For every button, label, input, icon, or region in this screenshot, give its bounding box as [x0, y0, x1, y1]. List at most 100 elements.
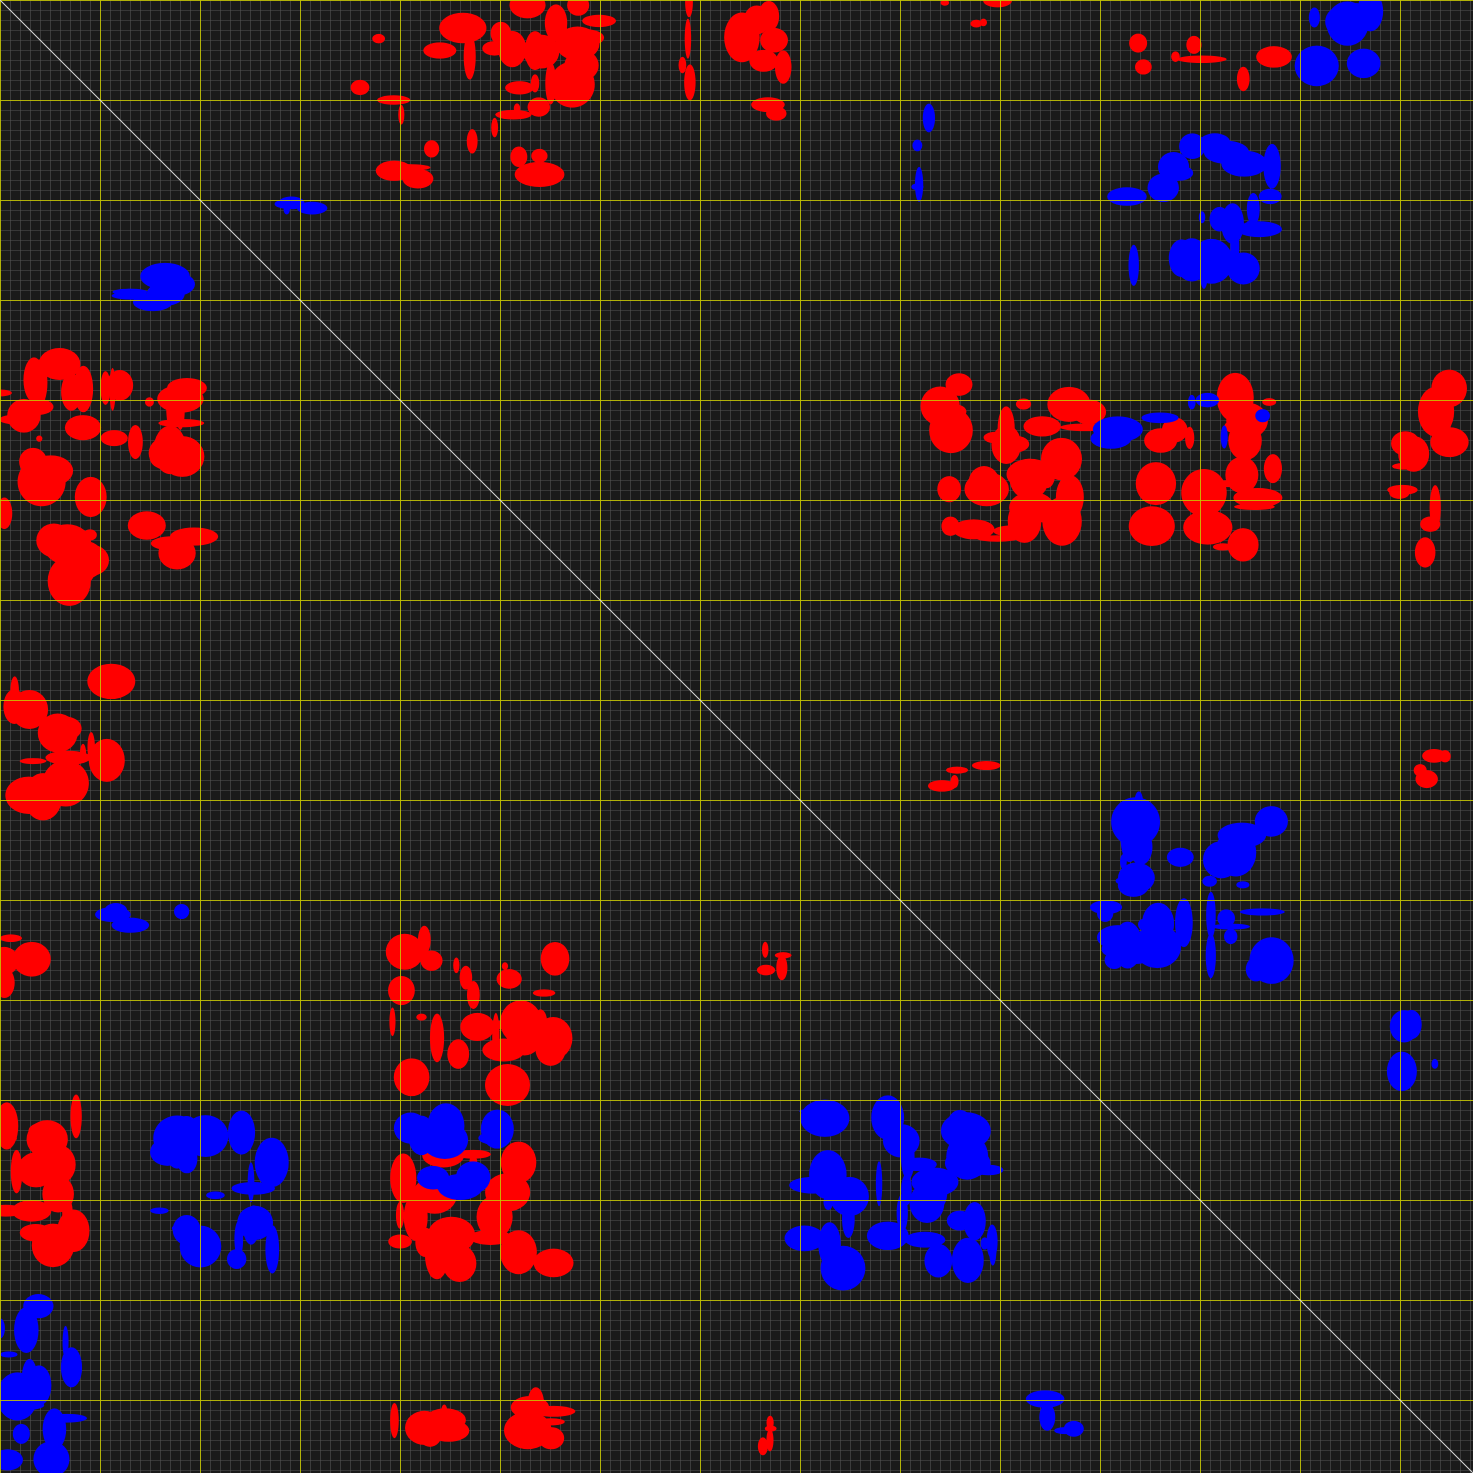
signal-blob [1185, 426, 1195, 449]
signal-blob [447, 1039, 470, 1069]
signal-blob [1391, 431, 1420, 456]
signal-blob [88, 738, 125, 782]
signal-blob [1239, 908, 1285, 916]
signal-blob [296, 201, 328, 215]
signal-blob [227, 1110, 256, 1155]
signal-blob [31, 1223, 75, 1268]
signal-blob [264, 1156, 271, 1184]
signal-blob [941, 516, 960, 536]
signal-blob [784, 1225, 825, 1252]
signal-blob [1142, 902, 1175, 945]
signal-blob [1263, 143, 1281, 189]
signal-blob [417, 1418, 443, 1447]
signal-blob [283, 203, 290, 215]
signal-blob [127, 511, 166, 540]
signal-blob [74, 476, 107, 518]
signal-blob [460, 1012, 495, 1042]
signal-blob [226, 1249, 247, 1269]
signal-blob [128, 424, 143, 460]
signal-blob [937, 476, 962, 503]
signal-blob [875, 1161, 883, 1207]
signal-blob [453, 957, 460, 974]
signal-blob [566, 29, 605, 47]
signal-blob [501, 962, 509, 971]
signal-blob [1061, 506, 1077, 537]
signal-blob [514, 161, 565, 187]
signal-blob [1392, 463, 1415, 470]
signal-blob [1166, 847, 1194, 867]
signal-blob [469, 1229, 512, 1245]
signal-blob [911, 183, 924, 191]
signal-blob [963, 1202, 986, 1241]
signal-blob [509, 0, 546, 19]
signal-blob [1431, 1058, 1439, 1069]
signal-blob [527, 97, 551, 117]
signal-blob [1144, 428, 1178, 453]
signal-blob [1175, 898, 1193, 948]
signal-blob [1228, 421, 1262, 461]
signal-blob [1123, 817, 1148, 861]
signal-blob [1135, 59, 1152, 75]
signal-blob [87, 663, 136, 700]
signal-blob [774, 50, 792, 84]
signal-blob [42, 1175, 74, 1213]
signal-blob [12, 1423, 30, 1444]
signal-blob [1179, 133, 1206, 159]
signal-blob [87, 732, 95, 763]
signal-blob [1183, 510, 1233, 545]
signal-blob [1157, 151, 1190, 182]
signal-blob [28, 455, 74, 487]
signal-blob [61, 373, 82, 411]
signal-blob [523, 34, 560, 69]
signal-blob [764, 1425, 777, 1432]
signal-blob [476, 1195, 513, 1239]
signal-blob [42, 760, 89, 807]
signal-blob [64, 415, 102, 441]
signal-blob [158, 536, 196, 570]
signal-blob [247, 1162, 255, 1203]
signal-blob [1439, 750, 1451, 763]
signal-blob [389, 1007, 396, 1037]
signal-blob [1141, 412, 1179, 424]
signal-blob [1198, 211, 1206, 224]
signal-blob [455, 1149, 491, 1159]
signal-blob [531, 148, 548, 163]
signal-blob [23, 357, 45, 403]
signal-blob [398, 104, 405, 125]
signal-blob [5, 776, 52, 814]
signal-blob [0, 934, 22, 942]
signal-blob [0, 967, 15, 999]
signal-blob [459, 965, 473, 990]
signal-blob [0, 497, 13, 530]
signal-blob [1063, 1420, 1084, 1437]
signal-blob [500, 1230, 537, 1275]
signal-blob [7, 398, 41, 433]
signal-blob [446, 14, 469, 40]
signal-blob [960, 1246, 970, 1268]
signal-blob [45, 750, 91, 765]
signal-blob [1128, 244, 1139, 286]
signal-blob [1294, 45, 1339, 87]
signal-blob [549, 61, 595, 108]
signal-blob [1220, 425, 1228, 449]
signal-blob [1216, 372, 1254, 423]
signal-blob [174, 903, 190, 920]
signal-blob [1202, 841, 1240, 879]
signal-blob [1001, 435, 1030, 453]
signal-blob [940, 0, 950, 6]
signal-blob [1089, 900, 1123, 915]
signal-blob [254, 1137, 289, 1188]
signal-blob [59, 576, 73, 593]
signal-blob [1256, 46, 1292, 68]
signal-blob [1174, 238, 1209, 282]
signal-blob [1135, 462, 1177, 506]
signal-blob [1217, 909, 1236, 928]
signal-blob [532, 989, 556, 997]
signal-blob [1431, 369, 1467, 408]
signal-blob [424, 140, 440, 158]
signal-blob [527, 1387, 545, 1420]
signal-blob [1246, 192, 1260, 226]
signal-blob [171, 1224, 190, 1233]
signal-blob [1258, 188, 1282, 205]
